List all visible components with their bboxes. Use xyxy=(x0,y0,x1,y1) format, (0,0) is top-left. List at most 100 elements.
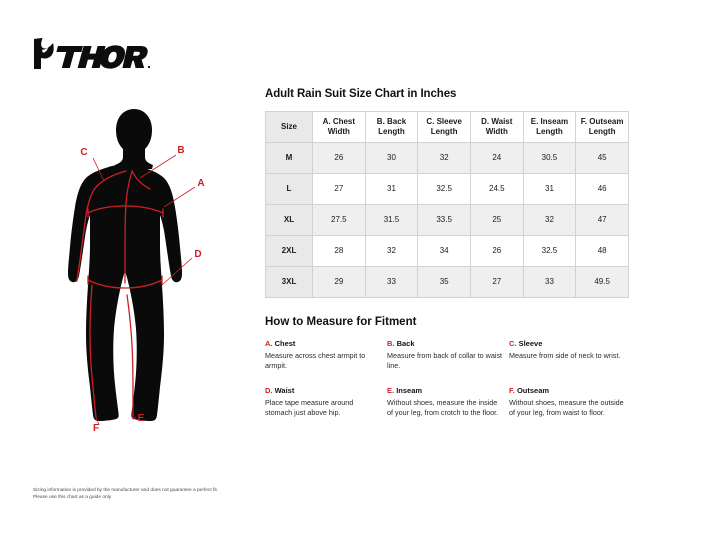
howto-text: Without shoes, measure the outside of yo… xyxy=(509,397,624,418)
chart-panel: Adult Rain Suit Size Chart in Inches Siz… xyxy=(265,88,633,433)
column-header-inseam-length: E. Inseam Length xyxy=(522,111,577,143)
collar-detail xyxy=(131,170,151,190)
cell-sleeve-length: 32.5 xyxy=(417,173,471,205)
cell-sleeve-length: 34 xyxy=(417,235,471,267)
howto-text: Without shoes, measure the inside of you… xyxy=(387,397,499,418)
column-header-outseam-length: F. Outseam Length xyxy=(575,111,629,143)
howto-title: How to Measure for Fitment xyxy=(265,316,417,328)
figure-label-f: F xyxy=(93,423,99,434)
cell-outseam-length: 49.5 xyxy=(575,266,629,298)
howto-letter: B. xyxy=(387,339,395,348)
cell-size: 2XL xyxy=(265,235,313,267)
cell-back-length: 33 xyxy=(364,266,419,298)
table-header-row: Size A. Chest Width B. Back Length C. Sl… xyxy=(265,111,629,143)
howto-letter: E. xyxy=(387,385,395,395)
howto-item-sleeve: C. Sleeve Measure from side of neck to w… xyxy=(509,339,631,372)
page-title: Adult Rain Suit Size Chart in Inches xyxy=(265,88,457,100)
howto-letter: A. xyxy=(265,339,273,348)
howto-label: Outseam xyxy=(516,385,550,395)
outseam-line-f xyxy=(89,284,97,418)
howto-label: Back xyxy=(396,339,415,348)
cell-size: L xyxy=(265,173,313,205)
thor-logo xyxy=(30,36,151,72)
cell-waist-width: 26 xyxy=(469,235,524,267)
cell-size: XL xyxy=(265,204,313,236)
howto-label: Sleeve xyxy=(518,339,543,348)
leader-e xyxy=(132,416,137,420)
leader-b xyxy=(139,154,177,179)
column-header-back-length: B. Back Length xyxy=(364,111,419,143)
figure-label-a: A xyxy=(197,178,204,189)
body-measurement-figure: C B A D E F xyxy=(20,95,250,435)
disclaimer-line-2: Please use this chart as a guide only xyxy=(33,495,112,501)
cell-inseam-length: 30.5 xyxy=(522,142,577,174)
howto-item-heading: A. Chest xyxy=(265,339,381,348)
cell-sleeve-length: 33.5 xyxy=(417,204,471,236)
howto-item-inseam: E. Inseam Without shoes, measure the ins… xyxy=(387,386,509,419)
cell-outseam-length: 48 xyxy=(575,235,629,267)
howto-item-heading: F. Outseam xyxy=(509,386,625,395)
cell-sleeve-length: 32 xyxy=(417,142,471,174)
leader-c xyxy=(92,157,105,182)
cell-waist-width: 24.5 xyxy=(469,173,524,205)
table-row: 2XL 28 32 34 26 32.5 48 xyxy=(265,235,629,267)
figure-labels: C B A D E F xyxy=(80,145,204,434)
howto-item-heading: D. Waist xyxy=(265,386,381,395)
howto-item-heading: E. Inseam xyxy=(387,386,503,395)
cell-inseam-length: 31 xyxy=(522,173,577,205)
howto-item-outseam: F. Outseam Without shoes, measure the ou… xyxy=(509,386,631,419)
cell-waist-width: 24 xyxy=(469,142,524,174)
howto-text: Measure across chest armpit to armpit. xyxy=(265,351,366,371)
cell-waist-width: 27 xyxy=(469,266,524,298)
howto-item-chest: A. Chest Measure across chest armpit to … xyxy=(265,339,387,372)
leader-a xyxy=(163,186,196,208)
col-inseam-l2: Length xyxy=(536,127,563,136)
howto-text: Measure from back of collar to waist lin… xyxy=(387,351,503,371)
col-sleeve-l2: Length xyxy=(430,127,458,136)
howto-letter: F. xyxy=(509,385,515,395)
cell-back-length: 31.5 xyxy=(364,204,419,236)
label-leaders xyxy=(92,154,196,426)
col-outseam-l2: Length xyxy=(588,127,616,136)
cell-chest-width: 29 xyxy=(312,266,366,298)
cell-inseam-length: 33 xyxy=(522,266,577,298)
howto-letter: C. xyxy=(509,339,517,348)
size-chart-table: Size A. Chest Width B. Back Length C. Sl… xyxy=(265,111,629,298)
cell-chest-width: 27 xyxy=(312,173,366,205)
column-header-waist-width: D. Waist Width xyxy=(469,111,524,143)
howto-letter: D. xyxy=(265,385,273,395)
cell-back-length: 32 xyxy=(364,235,419,267)
col-inseam-l1: E. Inseam xyxy=(530,117,569,126)
cell-size: 3XL xyxy=(265,266,313,298)
howto-item-back: B. Back Measure from back of collar to w… xyxy=(387,339,509,372)
cell-chest-width: 28 xyxy=(312,235,366,267)
cell-chest-width: 27.5 xyxy=(312,204,366,236)
table-row: XL 27.5 31.5 33.5 25 32 47 xyxy=(265,204,629,236)
col-back-l1: B. Back xyxy=(376,117,407,126)
col-waist-l2: Width xyxy=(485,127,508,136)
table-row: L 27 31 32.5 24.5 31 46 xyxy=(265,173,629,205)
figure-label-e: E xyxy=(138,413,145,424)
leader-f xyxy=(95,416,100,426)
column-header-size-text: Size xyxy=(280,122,297,131)
cell-size: M xyxy=(265,142,313,174)
col-back-l2: Length xyxy=(378,127,405,136)
figure-label-c: C xyxy=(80,147,87,158)
howto-label: Waist xyxy=(274,385,295,395)
column-header-size: Size xyxy=(265,111,313,143)
disclaimer: Sizing information is provided by the ma… xyxy=(33,487,333,502)
cell-back-length: 30 xyxy=(364,142,419,174)
figure-label-b: B xyxy=(177,145,184,156)
cell-chest-width: 26 xyxy=(312,142,366,174)
howto-item-heading: B. Back xyxy=(387,339,503,348)
col-outseam-l1: F. Outseam xyxy=(580,117,624,126)
cell-waist-width: 25 xyxy=(469,204,524,236)
thor-helmet-icon xyxy=(34,38,54,69)
back-line-b xyxy=(124,170,133,284)
body-figure-svg: C B A D E F xyxy=(68,109,205,434)
body-silhouette xyxy=(68,109,182,421)
howto-text: Place tape measure around stomach just a… xyxy=(265,397,354,418)
col-chest-l1: A. Chest xyxy=(322,117,356,126)
howto-text: Measure from side of neck to wrist. xyxy=(509,351,621,360)
cell-outseam-length: 45 xyxy=(575,142,629,174)
